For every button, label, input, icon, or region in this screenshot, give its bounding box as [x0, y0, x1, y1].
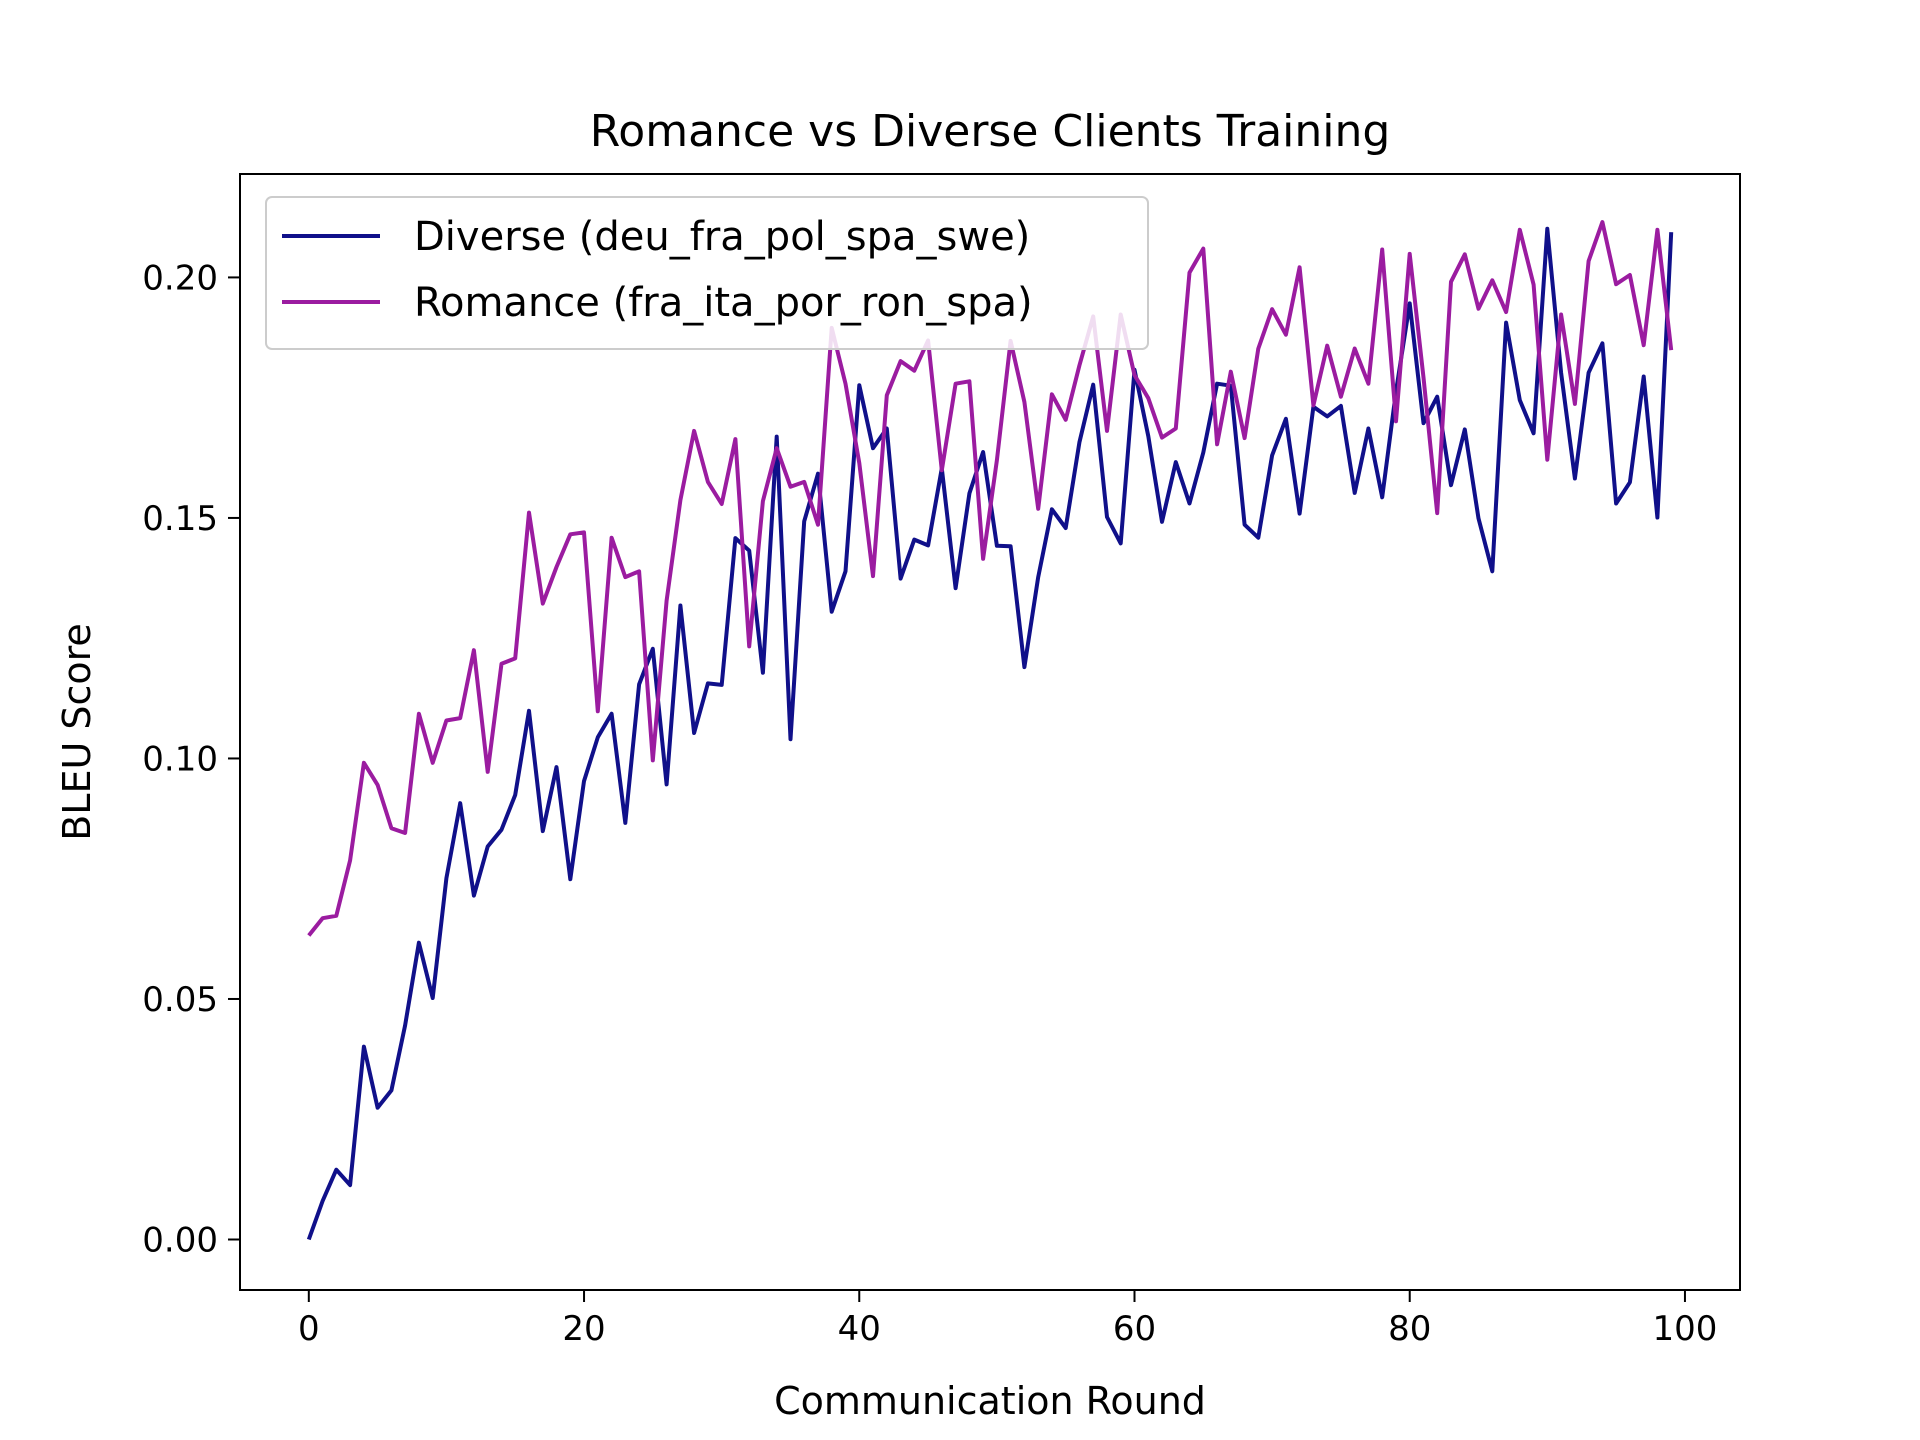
- legend-label: Diverse (deu_fra_pol_spa_swe): [414, 214, 1030, 260]
- x-tick-label: 60: [1113, 1309, 1156, 1349]
- x-axis: 0 20 40 60 80 100: [298, 1290, 1717, 1349]
- x-tick-label: 100: [1653, 1309, 1718, 1349]
- y-axis: 0.00 0.05 0.10 0.15 0.20: [142, 258, 240, 1260]
- x-tick-label: 20: [562, 1309, 605, 1349]
- x-tick-label: 40: [838, 1309, 881, 1349]
- legend-box: [265, 196, 1149, 350]
- chart-title: Romance vs Diverse Clients Training: [590, 106, 1391, 157]
- y-tick-label: 0.10: [142, 739, 218, 779]
- series-layer: [306, 220, 1674, 1241]
- y-axis-label: BLEU Score: [55, 623, 99, 841]
- y-tick-label: 0.20: [142, 258, 218, 298]
- x-tick-label: 80: [1388, 1309, 1431, 1349]
- legend-label: Romance (fra_ita_por_ron_spa): [414, 280, 1033, 326]
- plot-frame: [239, 173, 1741, 1291]
- series-line-romance: [307, 220, 1674, 937]
- y-tick-label: 0.00: [142, 1220, 218, 1260]
- y-tick-label: 0.05: [142, 980, 218, 1020]
- legend: Diverse (deu_fra_pol_spa_swe) Romance (fr…: [265, 196, 1149, 350]
- x-axis-label: Communication Round: [774, 1379, 1206, 1423]
- y-tick-label: 0.15: [142, 499, 218, 539]
- x-tick-label: 0: [298, 1309, 320, 1349]
